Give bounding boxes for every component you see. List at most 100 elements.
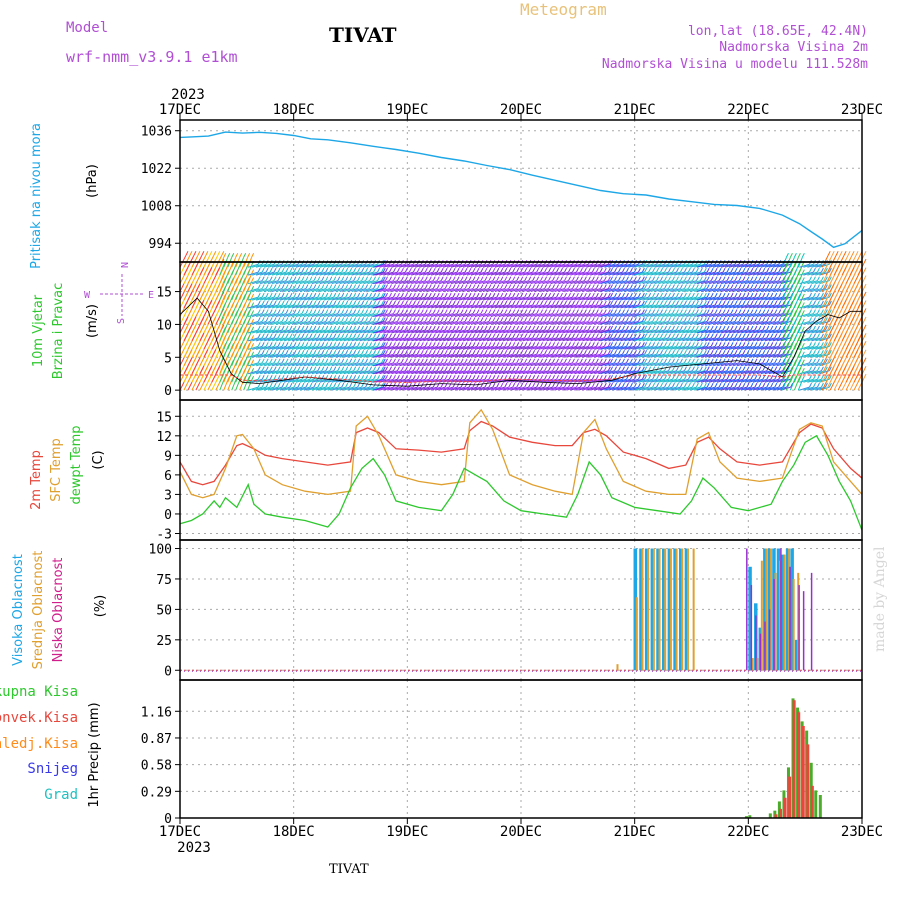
wind-barb xyxy=(758,342,762,347)
wind-barb xyxy=(373,271,384,276)
wind-barb xyxy=(271,337,283,342)
wind-barb xyxy=(641,292,645,298)
wind-barb xyxy=(528,292,532,298)
wind-barb xyxy=(365,333,369,339)
wind-barb xyxy=(691,292,695,298)
wind-barb xyxy=(744,313,756,318)
wind-barb xyxy=(319,370,330,375)
wind-barb xyxy=(460,267,464,273)
wind-barb xyxy=(407,378,418,383)
wind-barb xyxy=(435,353,446,358)
wind-barb xyxy=(674,337,685,342)
wind-barb xyxy=(704,337,716,342)
wind-barb xyxy=(760,337,771,342)
wind-barb xyxy=(708,386,720,391)
wind-barb xyxy=(423,280,434,285)
wind-barb xyxy=(748,280,760,285)
wind-barb xyxy=(412,382,416,388)
wind-barb xyxy=(726,292,730,298)
wind-barb xyxy=(644,333,648,339)
wind-barb xyxy=(644,317,648,322)
wind-barb xyxy=(277,267,281,273)
wind-barb xyxy=(482,378,494,383)
wind-barb xyxy=(587,325,591,331)
wind-barb xyxy=(474,263,486,268)
wind-barb xyxy=(566,271,577,276)
wind-barb xyxy=(446,280,458,285)
wind-barb xyxy=(730,300,734,306)
wind-barb xyxy=(607,284,611,289)
wind-barb xyxy=(654,296,665,301)
wind-barb xyxy=(323,329,334,334)
wind-barb xyxy=(574,386,585,391)
wind-barb xyxy=(704,329,716,334)
wind-barb xyxy=(680,300,683,306)
wind-barb xyxy=(474,370,486,375)
wind-barb xyxy=(411,313,422,318)
wind-barb xyxy=(624,313,635,318)
wind-barb xyxy=(690,329,701,334)
wind-barb xyxy=(257,284,261,289)
wind-barb xyxy=(252,320,263,325)
wind-barb xyxy=(682,304,693,309)
wind-barb xyxy=(321,350,325,355)
wind-barb xyxy=(587,300,591,306)
wind-barb xyxy=(379,296,390,301)
wind-barb xyxy=(740,288,752,293)
wind-barb xyxy=(484,309,488,314)
wind-barb xyxy=(351,288,362,293)
wind-barb xyxy=(305,292,309,298)
wind-barb xyxy=(385,342,388,347)
wind-barb xyxy=(522,370,533,375)
wind-barb xyxy=(307,362,319,367)
wind-barb xyxy=(528,366,532,371)
wind-barb xyxy=(694,378,705,383)
wind-barb xyxy=(353,276,357,281)
wind-barb xyxy=(622,292,625,298)
wind-barb xyxy=(385,309,388,314)
wind-barb xyxy=(219,330,225,342)
wind-barb xyxy=(331,378,342,383)
wind-barb xyxy=(730,317,734,322)
wind-barb xyxy=(736,329,748,334)
wind-barb xyxy=(424,267,428,273)
wind-barb xyxy=(431,271,442,276)
wind-barb xyxy=(357,267,361,273)
wind-barb xyxy=(582,386,593,391)
wind-barb xyxy=(704,345,716,350)
wind-barb xyxy=(616,329,627,334)
wind-barb xyxy=(638,313,649,318)
wind-barb xyxy=(468,276,472,281)
wind-barb xyxy=(626,366,629,371)
wind-barb xyxy=(734,309,738,314)
wind-barb xyxy=(223,379,229,391)
wind-barb xyxy=(644,300,648,306)
wind-barb xyxy=(227,273,233,284)
wind-barb xyxy=(532,317,536,322)
wind-barb xyxy=(383,386,394,391)
wind-barb xyxy=(652,300,656,306)
wind-barb xyxy=(697,263,708,268)
wind-barb xyxy=(697,280,708,285)
wind-barb xyxy=(243,322,249,334)
wind-barb xyxy=(256,271,267,276)
wind-barb xyxy=(734,292,738,298)
wind-barb xyxy=(633,342,637,347)
wind-barb xyxy=(587,292,591,298)
wind-barb xyxy=(305,342,309,347)
wind-barb xyxy=(373,370,384,375)
wind-barb xyxy=(754,300,758,306)
wind-barb xyxy=(562,378,573,383)
wind-barb xyxy=(482,329,494,334)
wind-barb xyxy=(768,271,779,276)
wind-barb xyxy=(662,362,673,367)
wind-barb xyxy=(748,271,760,276)
wind-barb xyxy=(694,296,705,301)
wind-barb xyxy=(714,350,718,355)
wind-barb xyxy=(538,320,549,325)
wind-barb xyxy=(361,366,365,371)
wind-barb xyxy=(630,375,633,380)
wind-barb xyxy=(774,325,778,331)
wind-barb xyxy=(603,292,607,298)
wind-barb xyxy=(295,345,307,350)
